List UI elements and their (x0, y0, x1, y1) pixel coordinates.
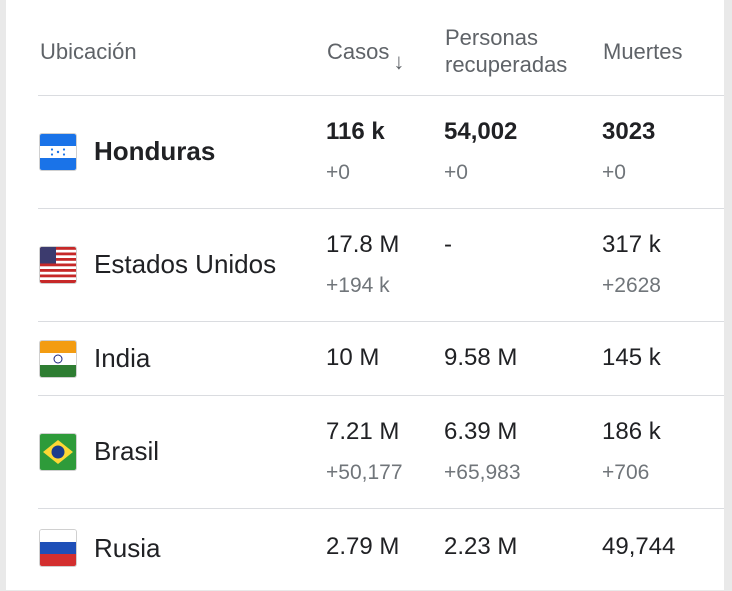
sort-down-arrow-icon: ↓ (393, 49, 405, 74)
table-row[interactable]: Rusia 2.79 M 2.23 M 49,744 (38, 508, 724, 591)
brazil-flag-icon (40, 434, 76, 470)
cases-delta: +194 k (326, 274, 390, 297)
header-cases-label: Casos (327, 39, 390, 64)
deaths-value: 145 k (602, 344, 661, 371)
deaths-value: 186 k (602, 418, 661, 445)
india-flag-icon (40, 341, 76, 377)
recovered-value: 2.23 M (444, 533, 518, 560)
cases-value: 2.79 M (326, 533, 400, 560)
cases-delta: +50,177 (326, 461, 403, 484)
country-name: India (94, 343, 151, 373)
country-name: Brasil (94, 436, 160, 466)
country-name: Honduras (94, 136, 216, 166)
table-row[interactable]: Estados Unidos 17.8 M +194 k - 317 k +26… (38, 208, 724, 322)
recovered-value: - (444, 231, 452, 258)
header-cases[interactable]: Casos ↓ (327, 38, 404, 74)
recovered-value: 6.39 M (444, 418, 518, 445)
cases-delta: +0 (326, 161, 350, 184)
deaths-value: 3023 (602, 118, 656, 145)
deaths-delta: +2628 (602, 274, 661, 297)
deaths-delta: +0 (602, 161, 626, 184)
header-recovered-line1: Personas (445, 25, 538, 50)
table-row[interactable]: Honduras 116 k +0 54,002 +0 3023 +0 (38, 95, 724, 209)
cases-value: 10 M (326, 344, 380, 371)
recovered-value: 54,002 (444, 118, 518, 145)
deaths-value: 317 k (602, 231, 661, 258)
recovered-delta: +0 (444, 161, 468, 184)
country-name: Rusia (94, 533, 161, 563)
header-deaths[interactable]: Muertes (603, 39, 683, 64)
usa-flag-icon (40, 247, 76, 283)
table-header: Ubicación Casos ↓ Personas recuperadas Mu… (6, 0, 724, 95)
cases-value: 7.21 M (326, 418, 400, 445)
header-location[interactable]: Ubicación (40, 39, 137, 64)
russia-flag-icon (40, 530, 76, 566)
table-row[interactable]: India 10 M 9.58 M 145 k (38, 321, 724, 396)
deaths-delta: +706 (602, 461, 650, 484)
header-recovered[interactable]: Personas recuperadas (445, 24, 567, 78)
header-recovered-line2: recuperadas (445, 52, 568, 77)
deaths-value: 49,744 (602, 533, 676, 560)
recovered-delta: +65,983 (444, 461, 521, 484)
cases-value: 17.8 M (326, 231, 400, 258)
recovered-value: 9.58 M (444, 344, 518, 371)
honduras-flag-icon (40, 134, 76, 170)
cases-value: 116 k (326, 118, 385, 145)
table-row[interactable]: Brasil 7.21 M +50,177 6.39 M +65,983 186… (38, 395, 724, 509)
country-name: Estados Unidos (94, 249, 277, 279)
stats-card: Ubicación Casos ↓ Personas recuperadas Mu… (6, 0, 724, 590)
